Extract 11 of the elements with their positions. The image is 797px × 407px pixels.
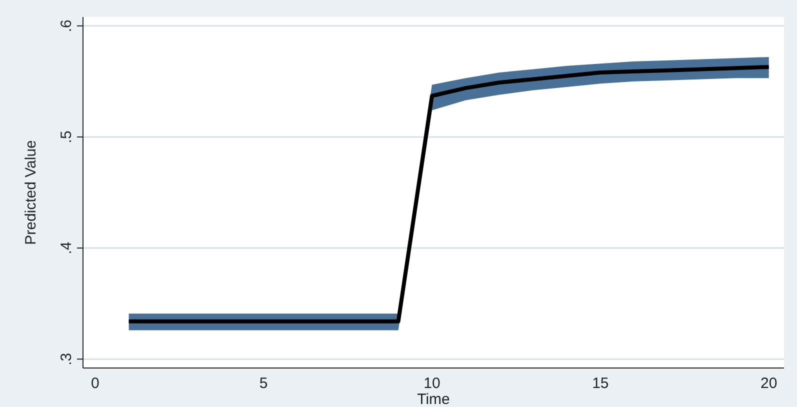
y-tick-label: .5 — [58, 130, 75, 144]
x-tick-label: 5 — [259, 375, 268, 392]
y-tick-label: .3 — [58, 352, 75, 366]
x-axis-title: Time — [417, 391, 450, 407]
x-tick-label: 0 — [90, 375, 100, 392]
y-tick-label: .6 — [58, 20, 75, 32]
y-axis-title: Predicted Value — [22, 140, 40, 245]
x-tick-label: 15 — [592, 375, 609, 392]
x-tick-label: 10 — [424, 375, 440, 392]
y-tick-label: .4 — [58, 242, 75, 254]
x-tick-label: 20 — [760, 375, 778, 392]
